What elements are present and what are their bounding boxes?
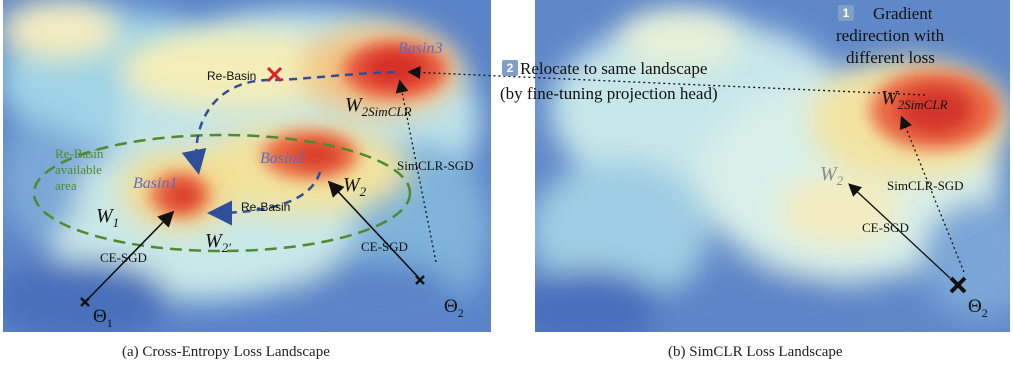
step1-text-line2: redirection with xyxy=(836,26,945,45)
simclr-sgd-label-b: SimCLR-SGD xyxy=(887,178,964,193)
landscape-b xyxy=(535,0,1010,332)
rebasin-label-top: Re-Basin xyxy=(207,69,256,83)
theta2-marker-b-icon xyxy=(949,276,967,294)
step1-badge: 1 xyxy=(838,5,854,21)
theta2-marker-icon xyxy=(415,275,425,285)
landscape-a xyxy=(3,0,491,332)
w2-label: W2 xyxy=(343,174,367,199)
w1-label: W1 xyxy=(96,205,119,230)
theta2-label-b: Θ2 xyxy=(968,296,988,320)
ce-sgd-label-a1: CE-SGD xyxy=(100,250,147,265)
w2-label-b: W2 xyxy=(820,163,844,188)
simclr-sgd-label-a: SimCLR-SGD xyxy=(397,158,474,173)
caption-b: (b) SimCLR Loss Landscape xyxy=(668,344,843,360)
ce-sgd-arrow-theta2 xyxy=(327,180,419,278)
ce-sgd-arrow-b xyxy=(848,183,951,279)
theta1-label: Θ1 xyxy=(93,306,113,330)
relocate-arrow xyxy=(407,65,926,96)
step2-text-line2: (by fine-tuning projection head) xyxy=(500,84,718,103)
theta2-label-a: Θ2 xyxy=(444,296,464,320)
step2-text-line1: Relocate to same landscape xyxy=(520,59,708,78)
step2-badge: 2 xyxy=(502,60,518,76)
basin2-label: Basin2 xyxy=(260,150,304,167)
simclr-sgd-arrow-a xyxy=(395,79,437,263)
step1-text-line3: different loss xyxy=(846,48,935,67)
caption-a: (a) Cross-Entropy Loss Landscape xyxy=(122,344,330,360)
area-label-line1: Re-Basin xyxy=(55,146,104,161)
w2simclr-label-b: W2SimCLR xyxy=(881,87,948,112)
basin1-label: Basin1 xyxy=(133,175,177,192)
failed-rebasin-cross-icon xyxy=(266,66,283,83)
step1-text-line1: Gradient xyxy=(873,4,933,23)
theta1-marker-icon xyxy=(80,297,90,307)
rebasin-label-bottom: Re-Basin xyxy=(241,200,290,214)
w2-prime-label: W2′ xyxy=(205,230,231,255)
ce-sgd-label-a2: CE-SGD xyxy=(361,239,408,254)
area-label-line2: available xyxy=(55,162,102,177)
ce-sgd-label-b: CE-SGD xyxy=(862,220,909,235)
w2simclr-label-a: W2SimCLR xyxy=(345,94,412,119)
ce-sgd-arrow-theta1 xyxy=(86,210,175,301)
rebasin-area-ellipse xyxy=(32,133,412,253)
basin3-label: Basin3 xyxy=(398,40,442,57)
area-label-line3: area xyxy=(55,178,77,193)
rebasin-arrow-top xyxy=(181,70,396,175)
